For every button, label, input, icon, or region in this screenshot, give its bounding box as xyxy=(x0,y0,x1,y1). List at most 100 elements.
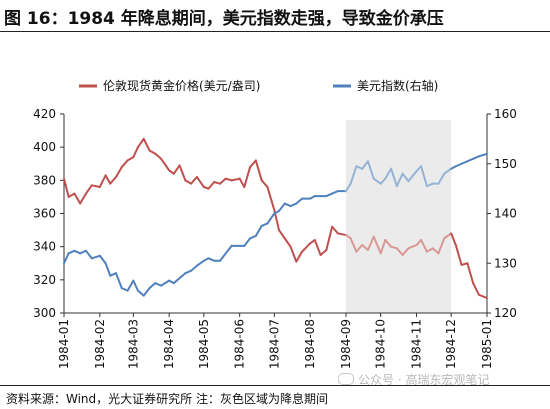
dollar-index-line-segment xyxy=(132,279,139,292)
x-tick-label: 1984-05 xyxy=(197,319,211,369)
dollar-index-line-segment xyxy=(109,272,118,277)
gold-price-line-segment xyxy=(207,180,216,190)
dollar-index-line-segment xyxy=(154,282,163,287)
gold-price-line-segment xyxy=(372,235,382,255)
y-left-tick-label: 320 xyxy=(33,273,56,287)
dollar-index-line-segment xyxy=(115,272,123,290)
dollar-index-line-segment xyxy=(104,262,112,277)
x-tick-label: 1984-12 xyxy=(444,319,458,369)
dollar-index-line-segment xyxy=(73,249,82,255)
gold-price-line-segment xyxy=(289,245,298,263)
gold-price-line-segment xyxy=(390,245,398,250)
gold-price-line-segment xyxy=(266,185,276,212)
dollar-index-line-segment xyxy=(325,192,334,198)
dollar-index-line-segment xyxy=(420,165,428,188)
y-right-tick-label: 130 xyxy=(494,256,517,270)
dollar-index-line-segment xyxy=(349,165,358,185)
gold-price-line-segment xyxy=(160,157,171,172)
y-right-tick-label: 140 xyxy=(494,207,517,221)
gold-price-line-segment xyxy=(190,176,198,185)
gold-price-line-segment xyxy=(90,184,101,188)
dollar-index-line-segment xyxy=(243,237,252,247)
y-left-tick-label: 360 xyxy=(33,207,56,221)
gold-price-line-segment xyxy=(277,229,286,240)
y-right-tick-label: 120 xyxy=(494,306,517,320)
y-left-tick-label: 340 xyxy=(33,240,56,254)
gold-price-line-segment xyxy=(466,262,475,285)
axes: 300 320 340 360 380 400 420 120 130 140 150 160 1984… xyxy=(33,107,517,369)
gold-price-line-segment xyxy=(132,146,139,159)
dollar-index-line-segment xyxy=(190,264,198,272)
gold-price-line-segment xyxy=(301,242,312,253)
dollar-index-line-segment xyxy=(395,172,404,188)
dollar-index-line-segment xyxy=(172,277,181,285)
dollar-index-line-segment xyxy=(401,172,410,183)
gold-price-line-segment xyxy=(224,177,233,182)
series-layer xyxy=(63,137,488,300)
gold-price-line-segment xyxy=(443,232,453,240)
gold-price-line-segment xyxy=(219,177,227,185)
gold-price-line-segment xyxy=(172,164,181,175)
gold-price-line-segment xyxy=(230,177,241,182)
dollar-index-line-segment xyxy=(407,170,418,183)
dollar-index-line-segment xyxy=(98,254,107,265)
dollar-index-line-segment xyxy=(219,252,227,262)
dollar-index-line-segment xyxy=(160,279,171,287)
gold-price-line-segment xyxy=(154,152,163,160)
dollar-index-line-segment xyxy=(260,222,269,227)
dollar-index-line-segment xyxy=(136,289,145,297)
gold-price-line-segment xyxy=(437,237,446,255)
dollar-index-line-segment xyxy=(67,249,76,255)
gold-price-line-segment xyxy=(454,244,463,266)
legend: 伦敦现货黄金价格(美元/盎司) 美元指数(右轴) xyxy=(79,78,438,93)
watermark-text: 公众号 · 高瑞东宏观笔记 xyxy=(358,373,490,387)
x-tick-label: 1984-07 xyxy=(267,319,281,369)
dollar-index-line-segment xyxy=(224,244,233,255)
gold-price-line-segment xyxy=(115,166,123,179)
gold-price-line-segment xyxy=(120,159,129,169)
gold-price-line-segment xyxy=(355,244,364,253)
y-left-tick-label: 420 xyxy=(33,107,56,121)
gold-price-line-segment xyxy=(295,250,304,263)
dollar-index-line-segment xyxy=(63,252,70,265)
legend-label: 美元指数(右轴) xyxy=(357,78,438,93)
dollar-index-line-segment xyxy=(454,162,463,168)
dollar-index-line-segment xyxy=(142,287,151,297)
x-tick-label: 1984-10 xyxy=(374,319,388,369)
gold-price-line-segment xyxy=(319,248,328,256)
gold-price-line-segment xyxy=(425,247,434,253)
gold-price-line-segment xyxy=(395,247,404,256)
y-left-tick-label: 380 xyxy=(33,173,56,187)
gold-price-line-segment xyxy=(195,176,205,188)
gold-price-line-segment xyxy=(379,239,387,255)
source-rule xyxy=(0,385,550,386)
dollar-index-line-segment xyxy=(460,160,469,165)
shaded-region-layer xyxy=(346,120,452,313)
gold-price-line-segment xyxy=(79,192,87,205)
dollar-index-line-segment xyxy=(366,160,375,180)
dollar-index-line-segment xyxy=(184,269,193,275)
dollar-index-line-segment xyxy=(331,190,339,195)
dollar-index-line-segment xyxy=(379,177,387,185)
gold-price-line-segment xyxy=(361,244,369,251)
gold-price-line-segment xyxy=(243,166,252,188)
y-left-tick-label: 300 xyxy=(33,306,56,320)
dollar-index-line-segment xyxy=(384,167,393,180)
dollar-index-line-segment xyxy=(266,212,276,225)
dollar-index-line-segment xyxy=(345,182,352,193)
dollar-index-line-segment xyxy=(207,257,216,262)
dollar-index-line-segment xyxy=(90,254,101,260)
dollar-index-line-segment xyxy=(289,202,298,208)
dollar-index-line-segment xyxy=(437,172,446,185)
gold-price-line-segment xyxy=(260,179,269,188)
title-rule xyxy=(0,31,550,32)
gold-price-line-segment xyxy=(184,179,193,185)
gold-price-line-segment xyxy=(477,293,488,300)
figure-title: 图 16：1984 年降息期间，美元指数走强，导致金价承压 xyxy=(4,9,444,29)
gold-price-line-segment xyxy=(109,176,118,185)
gold-price-line-segment xyxy=(313,239,322,256)
gold-price-line-segment xyxy=(249,159,257,169)
gold-price-line-segment xyxy=(84,184,93,195)
gold-price-line-segment xyxy=(407,244,418,250)
gold-price-line-segment xyxy=(472,282,480,296)
